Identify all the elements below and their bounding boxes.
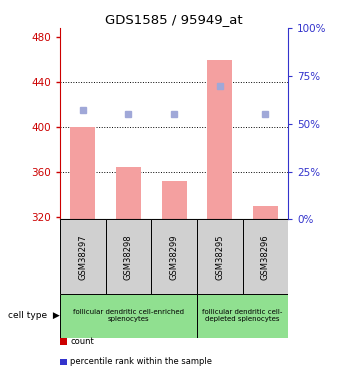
Text: cell type  ▶: cell type ▶ bbox=[8, 311, 60, 320]
Text: GSM38297: GSM38297 bbox=[78, 234, 87, 280]
Text: percentile rank within the sample: percentile rank within the sample bbox=[70, 357, 212, 366]
Text: GSM38299: GSM38299 bbox=[169, 234, 179, 280]
Text: count: count bbox=[70, 337, 94, 346]
Title: GDS1585 / 95949_at: GDS1585 / 95949_at bbox=[105, 13, 243, 26]
Text: GSM38296: GSM38296 bbox=[261, 234, 270, 280]
Bar bbox=[162, 181, 187, 219]
Bar bbox=[106, 219, 151, 294]
Bar bbox=[116, 166, 141, 219]
Bar bbox=[197, 294, 288, 338]
Text: GSM38295: GSM38295 bbox=[215, 234, 224, 280]
Bar bbox=[151, 219, 197, 294]
Bar bbox=[243, 219, 288, 294]
Text: GSM38298: GSM38298 bbox=[124, 234, 133, 280]
Bar bbox=[60, 294, 197, 338]
Text: follicular dendritic cell-
depleted splenocytes: follicular dendritic cell- depleted sple… bbox=[202, 309, 283, 322]
Text: follicular dendritic cell-enriched
splenocytes: follicular dendritic cell-enriched splen… bbox=[73, 309, 184, 322]
Bar bbox=[60, 219, 106, 294]
Bar bbox=[70, 127, 95, 219]
Bar bbox=[197, 219, 243, 294]
Bar bbox=[207, 60, 232, 219]
Bar bbox=[253, 206, 278, 219]
